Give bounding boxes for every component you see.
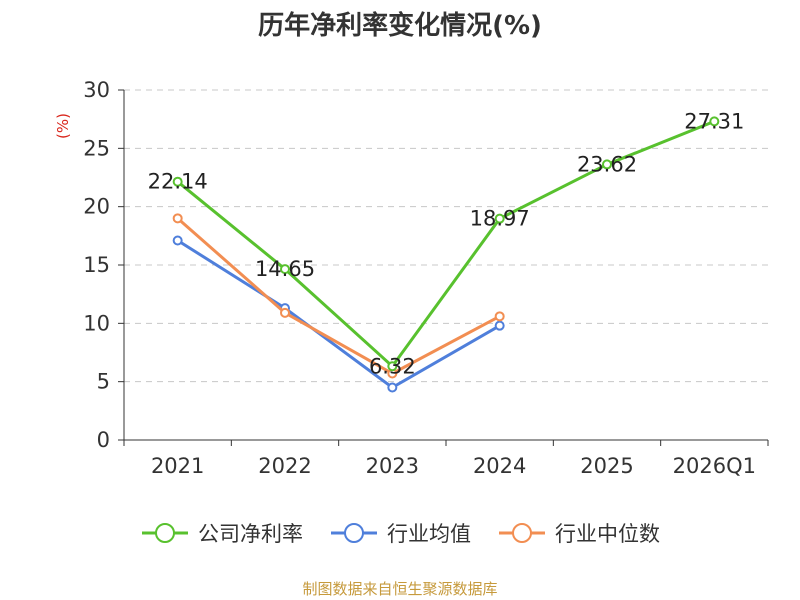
data-point xyxy=(172,213,183,224)
series-line xyxy=(176,217,501,375)
data-label: 18.97 xyxy=(470,207,530,231)
chart-title: 历年净利率变化情况(%) xyxy=(258,11,542,41)
data-point xyxy=(387,382,398,393)
data-point xyxy=(494,213,505,224)
x-tick-label: 2025 xyxy=(580,454,633,478)
legend-marker-icon xyxy=(142,523,188,543)
y-tick-label: 5 xyxy=(97,370,110,394)
x-tick-label: 2021 xyxy=(151,454,204,478)
series-line xyxy=(176,119,715,368)
legend-item[interactable]: 行业均值 xyxy=(329,518,471,548)
y-tick-label: 15 xyxy=(83,253,110,277)
data-point xyxy=(172,235,183,246)
legend-label: 行业中位数 xyxy=(555,522,660,546)
data-label: 27.31 xyxy=(684,109,744,133)
y-tick-label: 0 xyxy=(97,428,110,452)
data-point xyxy=(494,320,505,331)
legend-marker-icon xyxy=(331,523,377,543)
x-tick-label: 2024 xyxy=(473,454,526,478)
data-point xyxy=(280,264,290,275)
y-axis-label: (%) xyxy=(54,113,72,139)
data-point xyxy=(602,159,612,170)
data-label: 14.65 xyxy=(255,257,315,281)
source-note: 制图数据来自恒生聚源数据库 xyxy=(302,580,498,598)
legend-marker-icon xyxy=(499,523,545,543)
data-point xyxy=(387,361,398,372)
legend-item[interactable]: 公司净利率 xyxy=(140,518,303,548)
legend-marker-circle xyxy=(344,523,364,543)
legend: 公司净利率 行业均值 行业中位数 xyxy=(0,518,800,548)
y-tick-label: 25 xyxy=(83,136,110,160)
legend-label: 行业均值 xyxy=(387,522,471,546)
data-point xyxy=(709,116,720,127)
data-labels: 22.14 14.65 6.32 18.97 23.62 27.31 xyxy=(148,109,745,378)
data-point xyxy=(494,311,505,322)
legend-item[interactable]: 行业中位数 xyxy=(497,518,660,548)
data-point xyxy=(280,307,290,318)
data-label: 22.14 xyxy=(148,170,208,194)
x-tick-label: 2023 xyxy=(366,454,419,478)
grid-lines xyxy=(124,89,768,383)
data-point xyxy=(172,176,183,187)
series-lines xyxy=(172,116,720,393)
y-tick-label: 30 xyxy=(83,78,110,102)
data-label: 6.32 xyxy=(369,354,416,378)
legend-marker-circle xyxy=(155,523,175,543)
series-line xyxy=(176,239,501,389)
legend-marker-circle xyxy=(512,523,532,543)
data-label: 23.62 xyxy=(577,152,637,176)
x-tick-label: 2026Q1 xyxy=(673,454,756,478)
legend-label: 公司净利率 xyxy=(198,522,303,546)
y-tick-label: 20 xyxy=(83,195,110,219)
x-tick-label: 2022 xyxy=(258,454,311,478)
y-tick-label: 10 xyxy=(83,311,110,335)
